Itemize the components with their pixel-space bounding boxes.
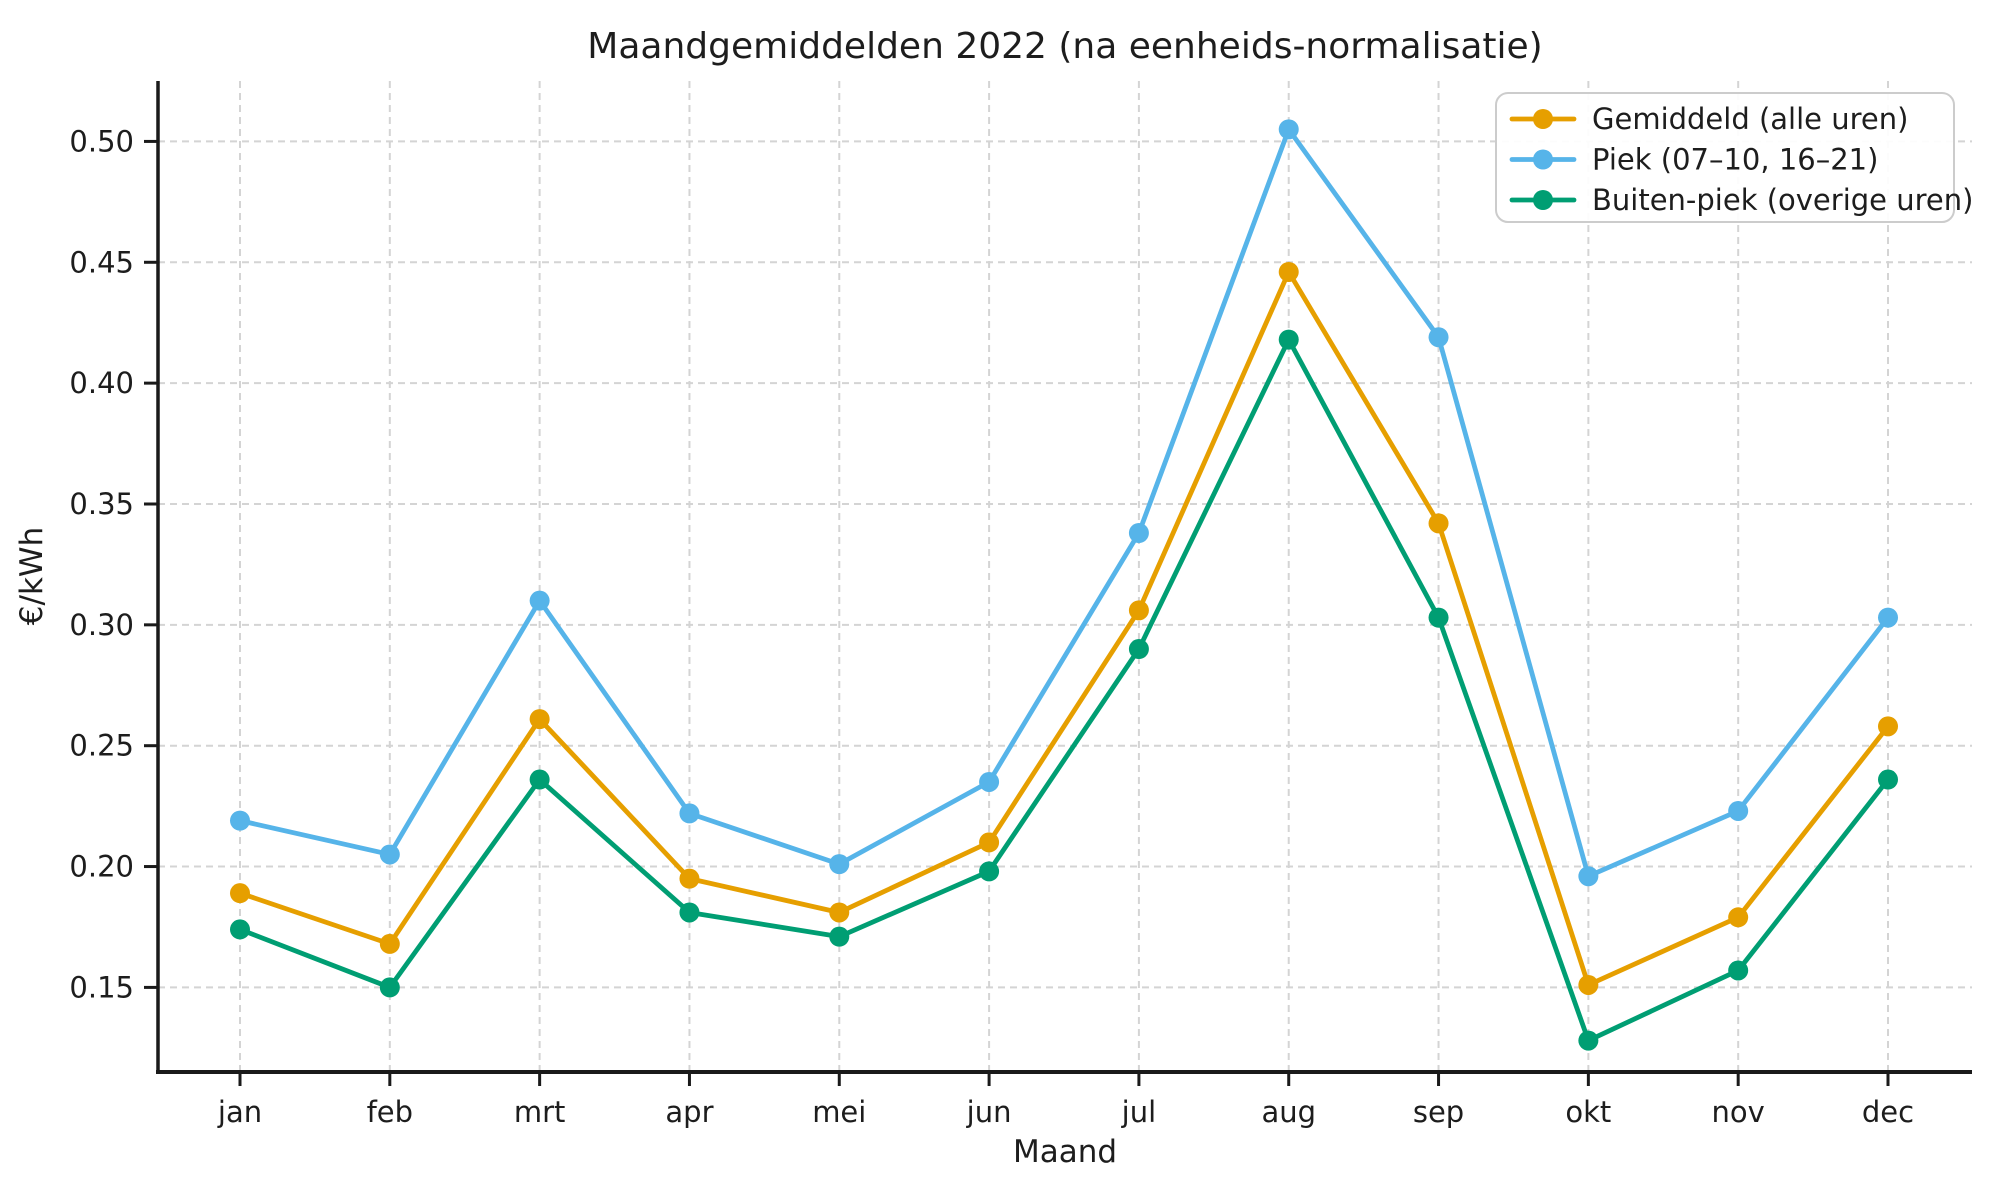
data-point <box>1428 513 1449 534</box>
data-point <box>1728 907 1749 928</box>
data-point <box>979 861 1000 882</box>
x-tick-label: jun <box>966 1095 1012 1129</box>
chart-title: Maandgemiddelden 2022 (na eenheids-norma… <box>587 26 1542 67</box>
x-tick-label: okt <box>1565 1095 1611 1129</box>
x-tick-label: mei <box>812 1095 866 1129</box>
data-point <box>529 769 550 790</box>
data-point <box>529 590 550 611</box>
data-point <box>379 844 400 865</box>
data-point <box>1578 1030 1599 1051</box>
data-point <box>1878 769 1898 790</box>
y-tick-label: 0.25 <box>69 729 134 763</box>
legend-box <box>1495 92 1955 223</box>
legend-swatch-marker <box>1533 109 1553 129</box>
data-point <box>230 810 250 831</box>
gridlines <box>158 81 1972 1072</box>
data-point <box>679 803 700 824</box>
y-tick-label: 0.30 <box>69 608 134 642</box>
data-point <box>1128 600 1149 621</box>
data-point <box>1578 974 1599 995</box>
data-point <box>1728 960 1749 981</box>
y-tick-label: 0.35 <box>69 487 134 521</box>
y-tick-label: 0.50 <box>69 124 134 158</box>
x-axis-label: Maand <box>1013 1134 1117 1170</box>
x-tick-label: nov <box>1712 1095 1765 1129</box>
x-tick-label: dec <box>1862 1095 1914 1129</box>
data-point <box>829 926 850 947</box>
x-tick-label: mrt <box>514 1095 566 1129</box>
data-point <box>979 771 1000 792</box>
y-tick-label: 0.20 <box>69 850 134 884</box>
data-point <box>1278 119 1299 140</box>
data-point <box>1278 329 1299 350</box>
x-tick-label: feb <box>367 1095 413 1129</box>
tick-labels: 0.15 0.20 0.25 0.30 0.35 0.40 0.45 0.50 jan feb mr… <box>69 124 1914 1129</box>
x-tick-label: apr <box>665 1095 713 1129</box>
data-point <box>230 883 250 904</box>
y-tick-label: 0.40 <box>69 366 134 400</box>
legend-item-label: Gemiddeld (alle uren) <box>1592 102 1908 136</box>
x-tick-label: aug <box>1261 1095 1316 1129</box>
data-point <box>379 933 400 954</box>
data-point <box>1578 866 1599 887</box>
legend: Gemiddeld (alle uren) Piek (07–10, 16–21)… <box>1495 92 1973 223</box>
data-point <box>1728 800 1749 821</box>
x-tick-label: sep <box>1413 1095 1464 1129</box>
data-point <box>829 854 850 875</box>
series-line <box>237 337 1891 1043</box>
data-point <box>1878 607 1898 628</box>
legend-swatch-marker <box>1533 190 1553 210</box>
legend-swatch-marker <box>1533 149 1553 170</box>
data-point <box>230 919 250 940</box>
data-point <box>1428 327 1449 348</box>
legend-item-label: Piek (07–10, 16–21) <box>1592 143 1878 177</box>
data-point <box>979 832 1000 853</box>
axes <box>144 81 1972 1086</box>
series-line <box>237 269 1891 988</box>
data-point <box>679 868 700 889</box>
data-point <box>829 902 850 923</box>
y-axis-label: €/kWh <box>14 527 50 625</box>
data-point <box>379 977 400 998</box>
data-point <box>529 709 550 730</box>
data-point <box>1428 607 1449 628</box>
x-tick-label: jul <box>1121 1095 1157 1129</box>
data-point <box>1128 639 1149 660</box>
legend-item-label: Buiten-piek (overige uren) <box>1592 183 1973 217</box>
data-point <box>679 902 700 923</box>
x-tick-label: jan <box>217 1095 262 1129</box>
series-line <box>237 126 1891 879</box>
data-point <box>1878 716 1898 737</box>
y-tick-label: 0.15 <box>69 970 134 1004</box>
series-lines <box>230 119 1898 1051</box>
y-tick-label: 0.45 <box>69 245 134 279</box>
data-point <box>1128 522 1149 543</box>
data-point <box>1278 261 1299 282</box>
